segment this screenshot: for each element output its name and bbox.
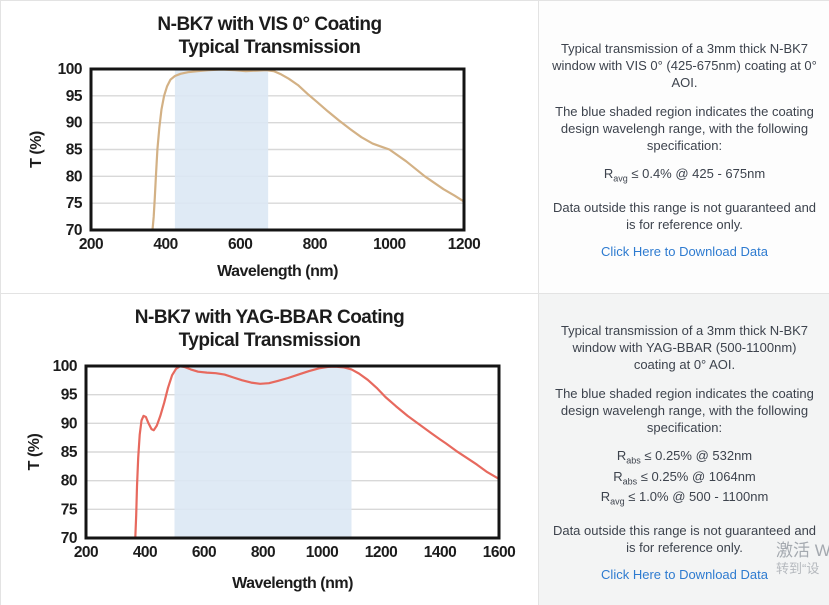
svg-text:600: 600 — [228, 236, 252, 253]
spec-line: Ravg ≤ 0.4% @ 425 - 675nm — [603, 166, 766, 184]
transmission-chart-vis: 70 75 80 85 90 95 100 200 400 600 800 1000 1200 Wavel… — [28, 61, 481, 280]
download-data-link[interactable]: Click Here to Download Data — [601, 243, 768, 259]
svg-text:95: 95 — [61, 387, 78, 404]
download-data-link[interactable]: Click Here to Download Data — [601, 566, 768, 582]
svg-text:200: 200 — [74, 544, 98, 561]
svg-text:85: 85 — [61, 444, 78, 461]
svg-text:1600: 1600 — [483, 544, 515, 561]
svg-text:90: 90 — [61, 415, 77, 432]
svg-text:85: 85 — [66, 142, 83, 159]
svg-text:200: 200 — [79, 236, 103, 253]
svg-text:1200: 1200 — [365, 544, 397, 561]
svg-text:1400: 1400 — [424, 544, 456, 561]
spec-line: Ravg ≤ 1.0% @ 500 - 1100nm — [600, 489, 769, 507]
chart-title-line2: Typical Transmission — [178, 330, 361, 351]
svg-text:75: 75 — [66, 195, 83, 212]
region-note-text: The blue shaded region indicates the coa… — [555, 104, 814, 154]
svg-text:800: 800 — [303, 236, 327, 253]
chart-title-line1: N-BK7 with VIS 0° Coating — [157, 14, 382, 35]
svg-text:75: 75 — [61, 501, 78, 518]
chart-title-line2: Typical Transmission — [178, 37, 361, 58]
svg-text:T (%): T (%) — [26, 434, 43, 471]
svg-text:T (%): T (%) — [28, 131, 45, 168]
svg-text:1200: 1200 — [448, 236, 480, 253]
disclaimer-text: Data outside this range is not guarantee… — [552, 522, 817, 555]
svg-text:70: 70 — [66, 222, 82, 239]
spec-line: Rabs ≤ 0.25% @ 1064nm — [613, 468, 756, 487]
svg-text:1000: 1000 — [306, 544, 338, 561]
svg-text:80: 80 — [61, 473, 77, 490]
svg-text:Wavelength (nm): Wavelength (nm) — [217, 263, 338, 280]
svg-text:400: 400 — [153, 236, 177, 253]
spec-list: Ravg ≤ 0.4% @ 425 - 675nm — [551, 166, 818, 187]
chart-panel-vis: N-BK7 with VIS 0° Coating Typical Transm… — [1, 1, 539, 294]
disclaimer-text: Data outside this range is not guarantee… — [552, 199, 817, 232]
svg-text:1000: 1000 — [373, 236, 405, 253]
chart-title-yag: N-BK7 with YAG-BBAR Coating Typical Tran… — [1, 294, 538, 352]
svg-text:90: 90 — [66, 115, 82, 132]
svg-text:Wavelength (nm): Wavelength (nm) — [232, 575, 353, 592]
svg-text:80: 80 — [66, 168, 82, 185]
svg-text:70: 70 — [61, 530, 77, 547]
svg-text:600: 600 — [192, 544, 216, 561]
info-panel-yag: Typical transmission of a 3mm thick N-BK… — [539, 294, 829, 605]
description-text: Typical transmission of a 3mm thick N-BK… — [552, 41, 817, 91]
svg-text:400: 400 — [133, 544, 157, 561]
svg-text:95: 95 — [66, 88, 83, 105]
svg-text:100: 100 — [53, 358, 77, 375]
info-panel-vis: Typical transmission of a 3mm thick N-BK… — [539, 1, 829, 294]
svg-text:800: 800 — [251, 544, 275, 561]
description-text: Typical transmission of a 3mm thick N-BK… — [560, 323, 809, 373]
chart-title-vis: N-BK7 with VIS 0° Coating Typical Transm… — [1, 1, 538, 59]
chart-title-line1: N-BK7 with YAG-BBAR Coating — [134, 307, 405, 328]
chart-panel-yag: N-BK7 with YAG-BBAR Coating Typical Tran… — [1, 294, 539, 605]
region-note-text: The blue shaded region indicates the coa… — [555, 386, 814, 436]
svg-text:100: 100 — [58, 61, 82, 78]
transmission-chart-yag: 70 75 80 85 90 95 100 200 400 600 800 1000 1200 1400 1… — [26, 358, 516, 592]
spec-line: Rabs ≤ 0.25% @ 532nm — [616, 448, 753, 466]
spec-list: Rabs ≤ 0.25% @ 532nm Rabs ≤ 0.25% @ 1064n… — [551, 448, 818, 510]
